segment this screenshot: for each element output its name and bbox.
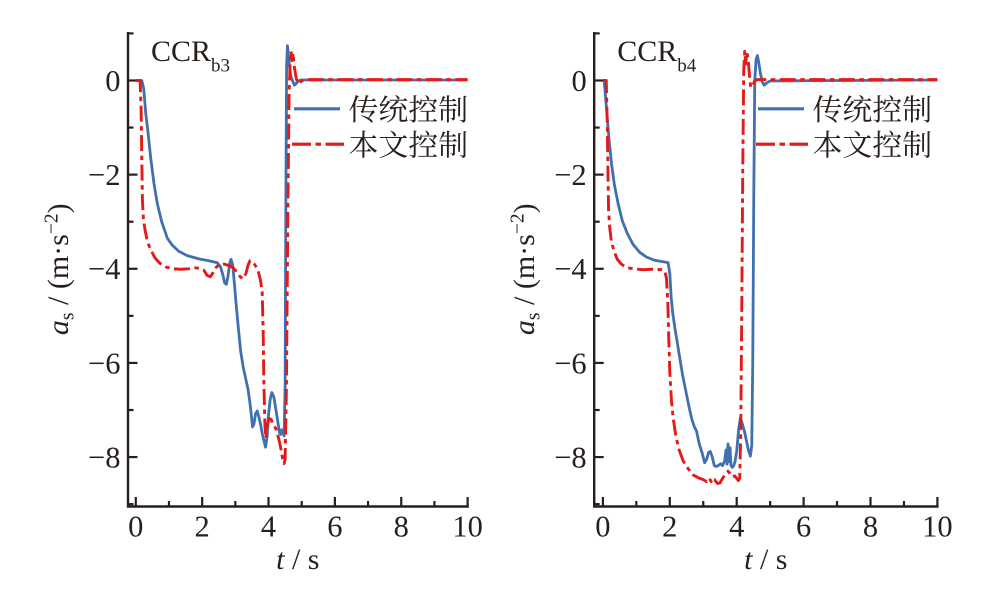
legend-label-glyph — [409, 95, 438, 123]
y-axis-title-segment: / (m·s — [42, 234, 75, 312]
legend-label-glyph — [813, 95, 842, 123]
y-axis-title-segment: ) — [42, 203, 75, 213]
legend-label-glyph — [873, 95, 902, 123]
y-axis-title: as / (m·s−2) — [42, 203, 79, 335]
y-axis-title-segment: −2 — [508, 213, 529, 234]
legend-label-glyph — [349, 95, 378, 123]
legend-label-glyph — [843, 94, 872, 123]
legend-label — [349, 130, 467, 159]
x-tick-label: 4 — [729, 510, 744, 544]
legend — [292, 94, 467, 159]
x-tick-label: 10 — [922, 510, 953, 544]
legend-label-glyph — [379, 130, 408, 159]
legend-label-glyph — [903, 95, 931, 123]
y-axis-title-segment: a — [508, 320, 541, 335]
x-axis-title: t / s — [276, 543, 319, 576]
x-axis-title: t / s — [744, 543, 787, 576]
x-axis-title-segment: / s — [284, 543, 319, 576]
legend — [756, 94, 931, 159]
legend-item-proposed — [756, 130, 931, 159]
axis-ticks — [128, 32, 469, 507]
x-axis-title-segment: t — [276, 543, 285, 576]
x-tick-label: 2 — [662, 510, 677, 544]
series-line-proposed — [602, 49, 938, 485]
legend-label-glyph — [439, 130, 467, 158]
x-tick-label: 2 — [195, 510, 210, 544]
legend-label — [813, 94, 931, 123]
x-tick-label: 0 — [595, 510, 610, 544]
legend-label-glyph — [439, 95, 467, 123]
x-axis-title-segment: t — [744, 543, 753, 576]
x-tick-label: 4 — [261, 510, 276, 544]
y-tick-label: −2 — [554, 158, 586, 192]
x-tick-label: 6 — [796, 510, 811, 544]
legend-item-traditional — [294, 94, 467, 123]
legend-label-glyph — [379, 94, 408, 123]
y-tick-label: −2 — [88, 158, 120, 192]
y-axis-title-segment: a — [42, 320, 75, 335]
series-line-proposed — [135, 49, 468, 466]
x-tick-label: 10 — [452, 510, 483, 544]
x-tick-label: 8 — [863, 510, 878, 544]
y-tick-label: 0 — [105, 64, 120, 98]
axis-lines — [126, 32, 469, 508]
legend-label-glyph — [843, 130, 872, 159]
series-line-traditional — [602, 54, 938, 469]
legend-label-glyph — [873, 130, 902, 158]
panel-title-main: CCR — [151, 35, 211, 68]
series-line-traditional — [135, 44, 468, 449]
y-tick-label: −6 — [88, 346, 120, 380]
y-tick-label: −6 — [554, 346, 586, 380]
y-axis-title-segment: / (m·s — [508, 234, 541, 312]
panel-title-subscript: b4 — [677, 56, 697, 77]
legend-label-glyph — [903, 130, 931, 158]
legend-label — [349, 94, 467, 123]
legend-label — [813, 130, 931, 159]
y-axis-title-segment: s — [524, 312, 545, 320]
x-tick-label: 0 — [128, 510, 143, 544]
y-axis-title-segment: ) — [508, 203, 541, 213]
x-axis-title-segment: / s — [752, 543, 787, 576]
y-tick-label: −4 — [88, 252, 120, 286]
panel-title: CCRb4 — [617, 35, 697, 76]
legend-label-glyph — [813, 130, 842, 158]
y-tick-label: −8 — [554, 440, 586, 474]
y-tick-label: −4 — [554, 252, 586, 286]
y-tick-label: −8 — [88, 440, 120, 474]
legend-label-glyph — [409, 130, 438, 158]
y-axis-title-segment: −2 — [42, 213, 63, 234]
panel-title: CCRb3 — [151, 35, 230, 76]
panel-title-main: CCR — [617, 35, 677, 68]
axis-ticks — [594, 32, 939, 507]
y-tick-label: 0 — [571, 64, 586, 98]
x-tick-label: 8 — [394, 510, 409, 544]
legend-item-proposed — [292, 130, 467, 159]
x-tick-label: 6 — [327, 510, 342, 544]
panel-title-subscript: b3 — [211, 56, 230, 77]
legend-item-traditional — [758, 94, 931, 123]
legend-label-glyph — [349, 130, 378, 158]
y-axis-title-segment: s — [58, 312, 79, 320]
y-axis-title: as / (m·s−2) — [508, 203, 545, 335]
axis-lines — [593, 32, 939, 508]
